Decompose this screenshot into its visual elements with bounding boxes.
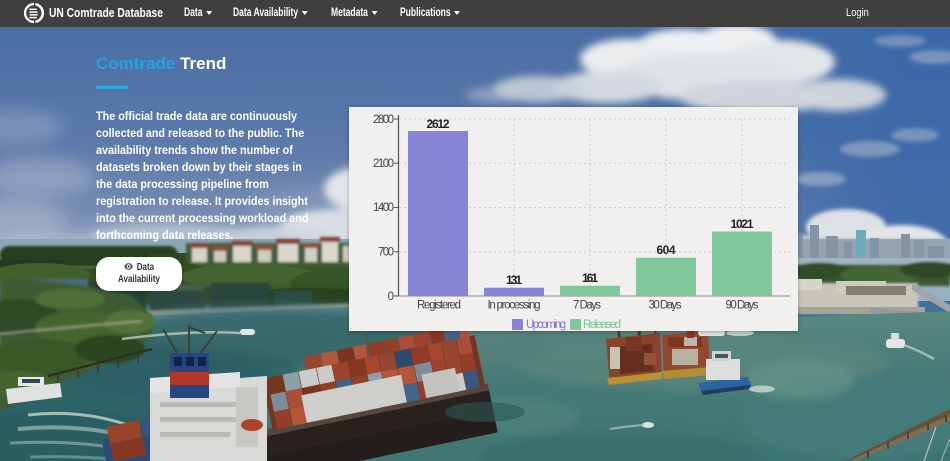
svg-text:Registered: Registered [417,300,461,312]
svg-text:161: 161 [582,271,598,285]
svg-text:Upcoming: Upcoming [526,319,566,331]
svg-text:30 Days: 30 Days [649,300,682,312]
svg-text:700: 700 [378,247,394,259]
svg-text:2800: 2800 [373,114,394,126]
svg-text:2612: 2612 [427,117,450,131]
svg-text:131: 131 [506,273,522,287]
svg-text:In processing: In processing [488,300,541,312]
svg-text:7 Days: 7 Days [573,300,601,312]
svg-text:0: 0 [388,291,394,303]
svg-text:1400: 1400 [373,202,394,214]
svg-text:Released: Released [583,319,621,331]
svg-text:2100: 2100 [373,158,394,170]
svg-text:90 Days: 90 Days [726,300,759,312]
svg-text:1021: 1021 [731,217,754,231]
svg-text:604: 604 [657,243,676,257]
